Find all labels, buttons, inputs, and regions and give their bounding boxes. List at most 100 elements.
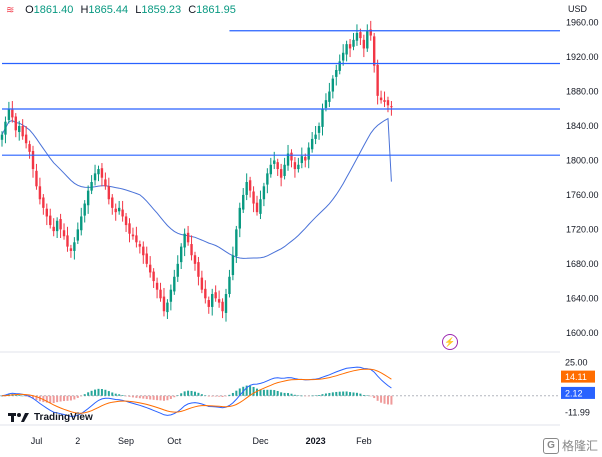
candle-body-41	[142, 246, 145, 256]
macd-bar-92	[318, 395, 321, 396]
macd-bar-81	[280, 392, 283, 396]
candle-body-90	[310, 138, 314, 150]
macd-bar-46	[159, 395, 162, 401]
x-tick-2: 2	[75, 436, 80, 446]
candle-body-71	[245, 182, 248, 195]
y-tick-1640: 1640.00	[566, 293, 599, 303]
macd-bar-4	[14, 394, 17, 396]
macd-bar-109	[376, 395, 379, 401]
macd-bar-78	[269, 389, 272, 396]
y-tick-1680: 1680.00	[566, 259, 599, 269]
macd-bar-82	[283, 392, 286, 396]
candle-body-63	[217, 299, 221, 303]
candle-body-8	[28, 144, 31, 152]
macd-bar-18	[63, 395, 66, 402]
candle-body-103	[355, 32, 359, 41]
candle-body-77	[266, 173, 269, 185]
macd-bar-87	[300, 395, 303, 397]
candle-body-25	[86, 190, 90, 206]
candle-body-112	[386, 100, 390, 106]
candle-body-73	[252, 191, 255, 204]
macd-bar-0	[1, 395, 3, 397]
candle-body-19	[66, 235, 69, 247]
macd-bar-31	[107, 391, 110, 396]
candle-body-92	[317, 126, 321, 133]
macd-bar-86	[297, 395, 300, 396]
candle-body-5	[18, 126, 21, 133]
macd-bar-106	[366, 395, 369, 396]
close-value: 1861.95	[196, 4, 236, 16]
macd-bar-43	[149, 395, 152, 400]
candle-body-101	[348, 44, 352, 49]
macd-bar-57	[197, 392, 200, 396]
macd-bar-59	[204, 395, 207, 396]
macd-bar-33	[114, 393, 117, 396]
open-value: 1861.40	[33, 4, 74, 16]
candle-body-47	[162, 296, 166, 312]
price-axis[interactable]: USD 1600.00 1640.00 1680.00 1720.00 1760.00 18…	[560, 0, 602, 457]
candle-body-95	[328, 91, 331, 102]
lightning-icon[interactable]: ⚡	[442, 334, 458, 350]
tv-menu-icon[interactable]: ≋	[6, 5, 15, 16]
candle-body-102	[352, 39, 355, 47]
macd-bar-13	[45, 395, 48, 403]
candle-body-24	[83, 203, 86, 216]
candle-body-44	[152, 271, 155, 282]
macd-bar-44	[152, 395, 155, 400]
candle-body-52	[180, 246, 183, 263]
candle-body-43	[148, 264, 152, 273]
macd-bar-35	[121, 395, 124, 396]
candle-body-58	[200, 277, 204, 290]
macd-bar-32	[111, 392, 114, 396]
y-tick-1920: 1920.00	[566, 52, 599, 62]
candle-body-39	[135, 235, 138, 243]
candle-body-28	[97, 169, 100, 175]
macd-tag-1	[561, 370, 595, 383]
candle-body-107	[369, 29, 372, 36]
candle-body-10	[35, 170, 38, 187]
macd-bar-71	[245, 385, 248, 396]
candle-body-100	[345, 44, 348, 55]
macd-bar-37	[128, 395, 131, 397]
macd-bar-64	[221, 395, 224, 397]
macd-bar-60	[207, 395, 210, 397]
macd-bar-39	[135, 395, 138, 398]
candle-body-68	[235, 229, 238, 257]
macd-bar-84	[290, 393, 293, 396]
macd-bar-99	[342, 391, 345, 396]
macd-bar-63	[218, 395, 221, 397]
candle-body-66	[228, 276, 231, 294]
macd-bar-61	[211, 395, 214, 397]
macd-bar-36	[125, 395, 128, 397]
macd-bar-27	[94, 389, 97, 396]
macd-bar-48	[166, 395, 169, 401]
macd-bar-54	[187, 390, 190, 396]
macd-bar-21	[73, 395, 76, 400]
grid	[0, 351, 602, 426]
candle-body-40	[138, 244, 142, 247]
macd-bar-95	[328, 392, 331, 396]
candle-body-23	[80, 216, 83, 231]
candle-body-87	[300, 156, 304, 164]
macd-bar-24	[83, 394, 86, 396]
candle-body-29	[100, 168, 104, 178]
candle-body-104	[359, 32, 362, 39]
candle-body-61	[211, 294, 214, 307]
candle-body-84	[290, 152, 293, 161]
macd-label-0: 25.00	[565, 357, 588, 367]
time-axis[interactable]: Jul 2 Sep Oct Dec 2023 Feb	[31, 436, 372, 446]
macd-bar-102	[352, 392, 355, 396]
candle-body-50	[173, 276, 176, 292]
macd-bar-88	[304, 395, 307, 397]
macd-bar-103	[355, 392, 358, 396]
macd-bar-98	[338, 391, 341, 396]
candle-body-21	[73, 242, 76, 251]
candle-body-110	[379, 97, 383, 101]
candle-body-54	[186, 232, 190, 243]
macd-bar-83	[287, 393, 290, 396]
macd-bar-34	[118, 394, 121, 396]
macd-bar-51	[176, 395, 179, 396]
macd-bar-23	[80, 395, 83, 397]
candle-body-78	[269, 164, 272, 175]
